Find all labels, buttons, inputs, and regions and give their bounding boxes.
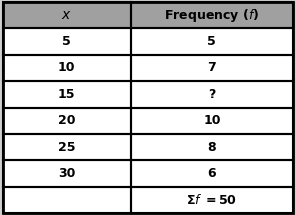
Text: 6: 6 bbox=[207, 167, 216, 180]
Bar bbox=[3, 2, 131, 29]
Bar bbox=[131, 186, 293, 213]
Bar bbox=[131, 2, 293, 29]
Bar bbox=[131, 81, 293, 108]
Bar bbox=[131, 160, 293, 186]
Text: 25: 25 bbox=[58, 141, 75, 154]
Bar bbox=[131, 134, 293, 160]
Text: 8: 8 bbox=[207, 141, 216, 154]
Text: 7: 7 bbox=[207, 61, 216, 74]
Text: $\mathbf{\it{x}}$: $\mathbf{\it{x}}$ bbox=[62, 8, 72, 22]
Text: $\mathbf{\Sigma}$$\mathbf{\it{f}}$ $\mathbf{= 50}$: $\mathbf{\Sigma}$$\mathbf{\it{f}}$ $\mat… bbox=[186, 193, 237, 207]
Bar bbox=[131, 108, 293, 134]
Bar bbox=[3, 108, 131, 134]
Bar bbox=[131, 2, 293, 29]
Bar bbox=[131, 55, 293, 81]
Bar bbox=[3, 2, 131, 29]
Text: 15: 15 bbox=[58, 88, 75, 101]
Bar bbox=[131, 134, 293, 160]
Bar bbox=[3, 160, 131, 186]
Text: Frequency ($\mathbf{\it{f}}$): Frequency ($\mathbf{\it{f}}$) bbox=[164, 7, 259, 24]
Text: 30: 30 bbox=[58, 167, 75, 180]
Bar bbox=[3, 108, 131, 134]
Bar bbox=[3, 29, 131, 55]
Bar bbox=[3, 134, 131, 160]
Bar bbox=[131, 29, 293, 55]
Text: 20: 20 bbox=[58, 114, 75, 127]
Bar bbox=[3, 55, 131, 81]
Text: ?: ? bbox=[208, 88, 215, 101]
Bar bbox=[3, 81, 131, 108]
Bar bbox=[131, 81, 293, 108]
Bar bbox=[3, 29, 131, 55]
Bar bbox=[131, 160, 293, 186]
Bar bbox=[131, 29, 293, 55]
Text: 5: 5 bbox=[207, 35, 216, 48]
Text: 10: 10 bbox=[203, 114, 221, 127]
Bar bbox=[131, 186, 293, 213]
Text: 10: 10 bbox=[58, 61, 75, 74]
Bar bbox=[3, 186, 131, 213]
Text: 5: 5 bbox=[62, 35, 71, 48]
Bar bbox=[3, 186, 131, 213]
Bar bbox=[3, 134, 131, 160]
Bar bbox=[131, 55, 293, 81]
Bar bbox=[3, 81, 131, 108]
Bar bbox=[3, 55, 131, 81]
Bar bbox=[3, 160, 131, 186]
Bar bbox=[131, 108, 293, 134]
